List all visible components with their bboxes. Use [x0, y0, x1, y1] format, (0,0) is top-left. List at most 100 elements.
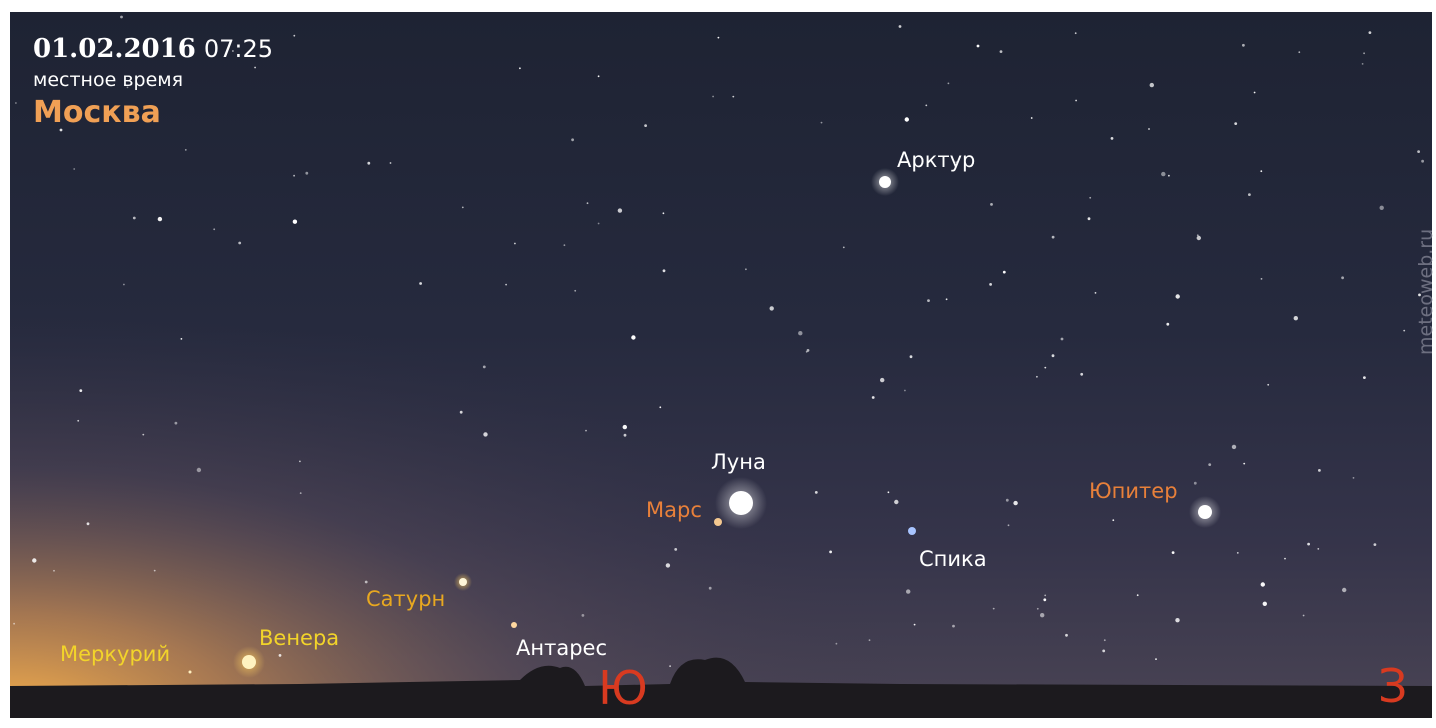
star [880, 378, 884, 382]
star [624, 434, 627, 437]
planet [242, 655, 256, 669]
star [1303, 615, 1305, 617]
star [238, 242, 241, 245]
star [1369, 31, 1372, 34]
star [993, 608, 995, 610]
star [419, 282, 422, 285]
star [946, 298, 948, 300]
star [1237, 552, 1239, 554]
object-label: Арктур [897, 148, 975, 172]
star [712, 96, 714, 98]
star [990, 203, 993, 206]
star [1052, 354, 1055, 357]
star [505, 284, 507, 286]
star [1234, 122, 1237, 125]
star [1194, 482, 1197, 485]
star [1031, 117, 1033, 119]
star [1013, 501, 1017, 505]
star [1043, 598, 1046, 601]
star [1353, 477, 1355, 479]
star [571, 138, 574, 141]
star [1260, 170, 1262, 172]
star [1298, 51, 1300, 53]
star [1040, 613, 1044, 617]
star [1242, 44, 1245, 47]
star [587, 202, 589, 204]
star [1137, 594, 1139, 596]
star [977, 45, 980, 48]
star [952, 625, 955, 628]
star [1052, 236, 1055, 239]
star [1150, 83, 1154, 87]
star [1003, 271, 1006, 274]
star [1232, 445, 1236, 449]
star [1261, 582, 1265, 586]
star [1075, 100, 1077, 102]
star [843, 247, 845, 249]
star [1363, 376, 1366, 379]
star [1208, 463, 1211, 466]
star [514, 243, 516, 245]
star [365, 581, 368, 584]
star [663, 269, 666, 272]
star [1061, 338, 1064, 341]
star [77, 420, 79, 422]
star [279, 654, 282, 657]
star [598, 223, 600, 225]
star [305, 172, 308, 175]
star [79, 389, 82, 392]
star [511, 622, 517, 628]
star [1362, 63, 1364, 65]
object-label: Антарес [516, 636, 607, 660]
star [663, 212, 665, 214]
star [254, 67, 256, 69]
star [1318, 469, 1321, 472]
star [1166, 323, 1169, 326]
date: 01.02.2016 [33, 34, 196, 64]
star [1294, 316, 1298, 320]
moon [729, 491, 753, 515]
object-label: Сатурн [366, 587, 445, 611]
star [879, 176, 891, 188]
star [770, 306, 774, 310]
star [1095, 292, 1097, 294]
star [1267, 384, 1269, 386]
star [1261, 278, 1263, 280]
star [585, 430, 587, 432]
star [732, 96, 734, 98]
star [908, 527, 916, 535]
star [175, 422, 178, 425]
star [1044, 367, 1046, 369]
star [1363, 52, 1365, 54]
star [1080, 373, 1083, 376]
star [1374, 543, 1377, 546]
object-label: Марс [646, 498, 702, 522]
star [460, 411, 463, 414]
star [948, 83, 950, 85]
star [120, 16, 123, 19]
star [1044, 595, 1046, 597]
star [197, 468, 201, 472]
star [904, 390, 906, 392]
star [1254, 92, 1256, 94]
star [659, 406, 661, 408]
star [185, 149, 187, 151]
star [1176, 294, 1180, 298]
star [1197, 236, 1201, 240]
planet [714, 518, 722, 526]
star [483, 366, 486, 369]
star [906, 589, 910, 593]
star [300, 492, 302, 494]
star [293, 35, 295, 37]
page: Арктур Луна Марс Юпитер Спика Сатурн Вен… [0, 0, 1436, 724]
star [158, 217, 162, 221]
star [666, 563, 670, 567]
planet [189, 671, 192, 674]
planet [459, 578, 467, 586]
star [618, 208, 622, 212]
star [598, 75, 600, 77]
star [1380, 206, 1384, 210]
star [1104, 639, 1106, 641]
star [829, 551, 832, 554]
star [821, 122, 823, 124]
